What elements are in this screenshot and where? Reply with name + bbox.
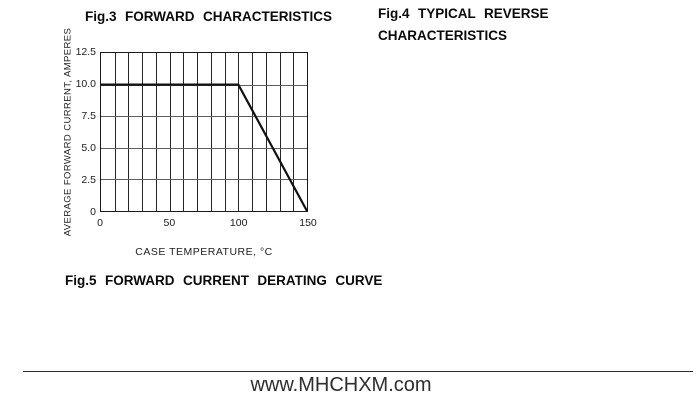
v-gridline — [197, 53, 199, 211]
v-gridline — [142, 53, 144, 211]
y-tick-labels: 12.5 10.0 7.5 5.0 2.5 0 — [58, 46, 96, 218]
y-tick-label: 2.5 — [81, 174, 96, 186]
v-gridline — [224, 53, 226, 211]
v-gridline — [155, 53, 157, 211]
v-gridline — [293, 53, 295, 211]
v-gridline — [183, 53, 185, 211]
fig4-title-line1: Fig.4 TYPICAL REVERSE — [378, 6, 549, 21]
x-tick-label: 50 — [163, 217, 176, 229]
x-tick-labels: 0 50 100 150 — [97, 217, 317, 231]
v-gridline — [210, 53, 212, 211]
fig3-title: Fig.3 FORWARD CHARACTERISTICS — [85, 9, 332, 24]
v-gridline — [114, 53, 116, 211]
y-tick-label: 12.5 — [75, 46, 96, 58]
y-tick-label: 7.5 — [81, 110, 96, 122]
derating-curve-line — [101, 53, 307, 211]
y-tick-label: 0 — [90, 206, 96, 218]
v-gridline — [265, 53, 267, 211]
v-gridline — [128, 53, 130, 211]
h-gridline — [101, 179, 307, 181]
v-gridline — [279, 53, 281, 211]
footer-url: www.MHCHXM.com — [250, 374, 432, 396]
fig5-caption: Fig.5 FORWARD CURRENT DERATING CURVE — [65, 273, 383, 288]
v-gridline — [252, 53, 254, 211]
v-gridline — [238, 53, 240, 211]
y-tick-label: 5.0 — [81, 142, 96, 154]
x-tick-label: 0 — [97, 217, 103, 229]
plot-area — [100, 52, 308, 212]
x-tick-label: 100 — [229, 217, 248, 229]
fig4-title-line2: CHARACTERISTICS — [378, 28, 508, 43]
x-axis-label: CASE TEMPERATURE, °C — [135, 246, 273, 258]
v-gridline — [169, 53, 171, 211]
y-tick-label: 10.0 — [75, 78, 96, 90]
x-tick-label: 150 — [299, 217, 317, 229]
footer-divider — [23, 371, 693, 372]
h-gridline — [101, 116, 307, 118]
h-gridline — [101, 147, 307, 149]
